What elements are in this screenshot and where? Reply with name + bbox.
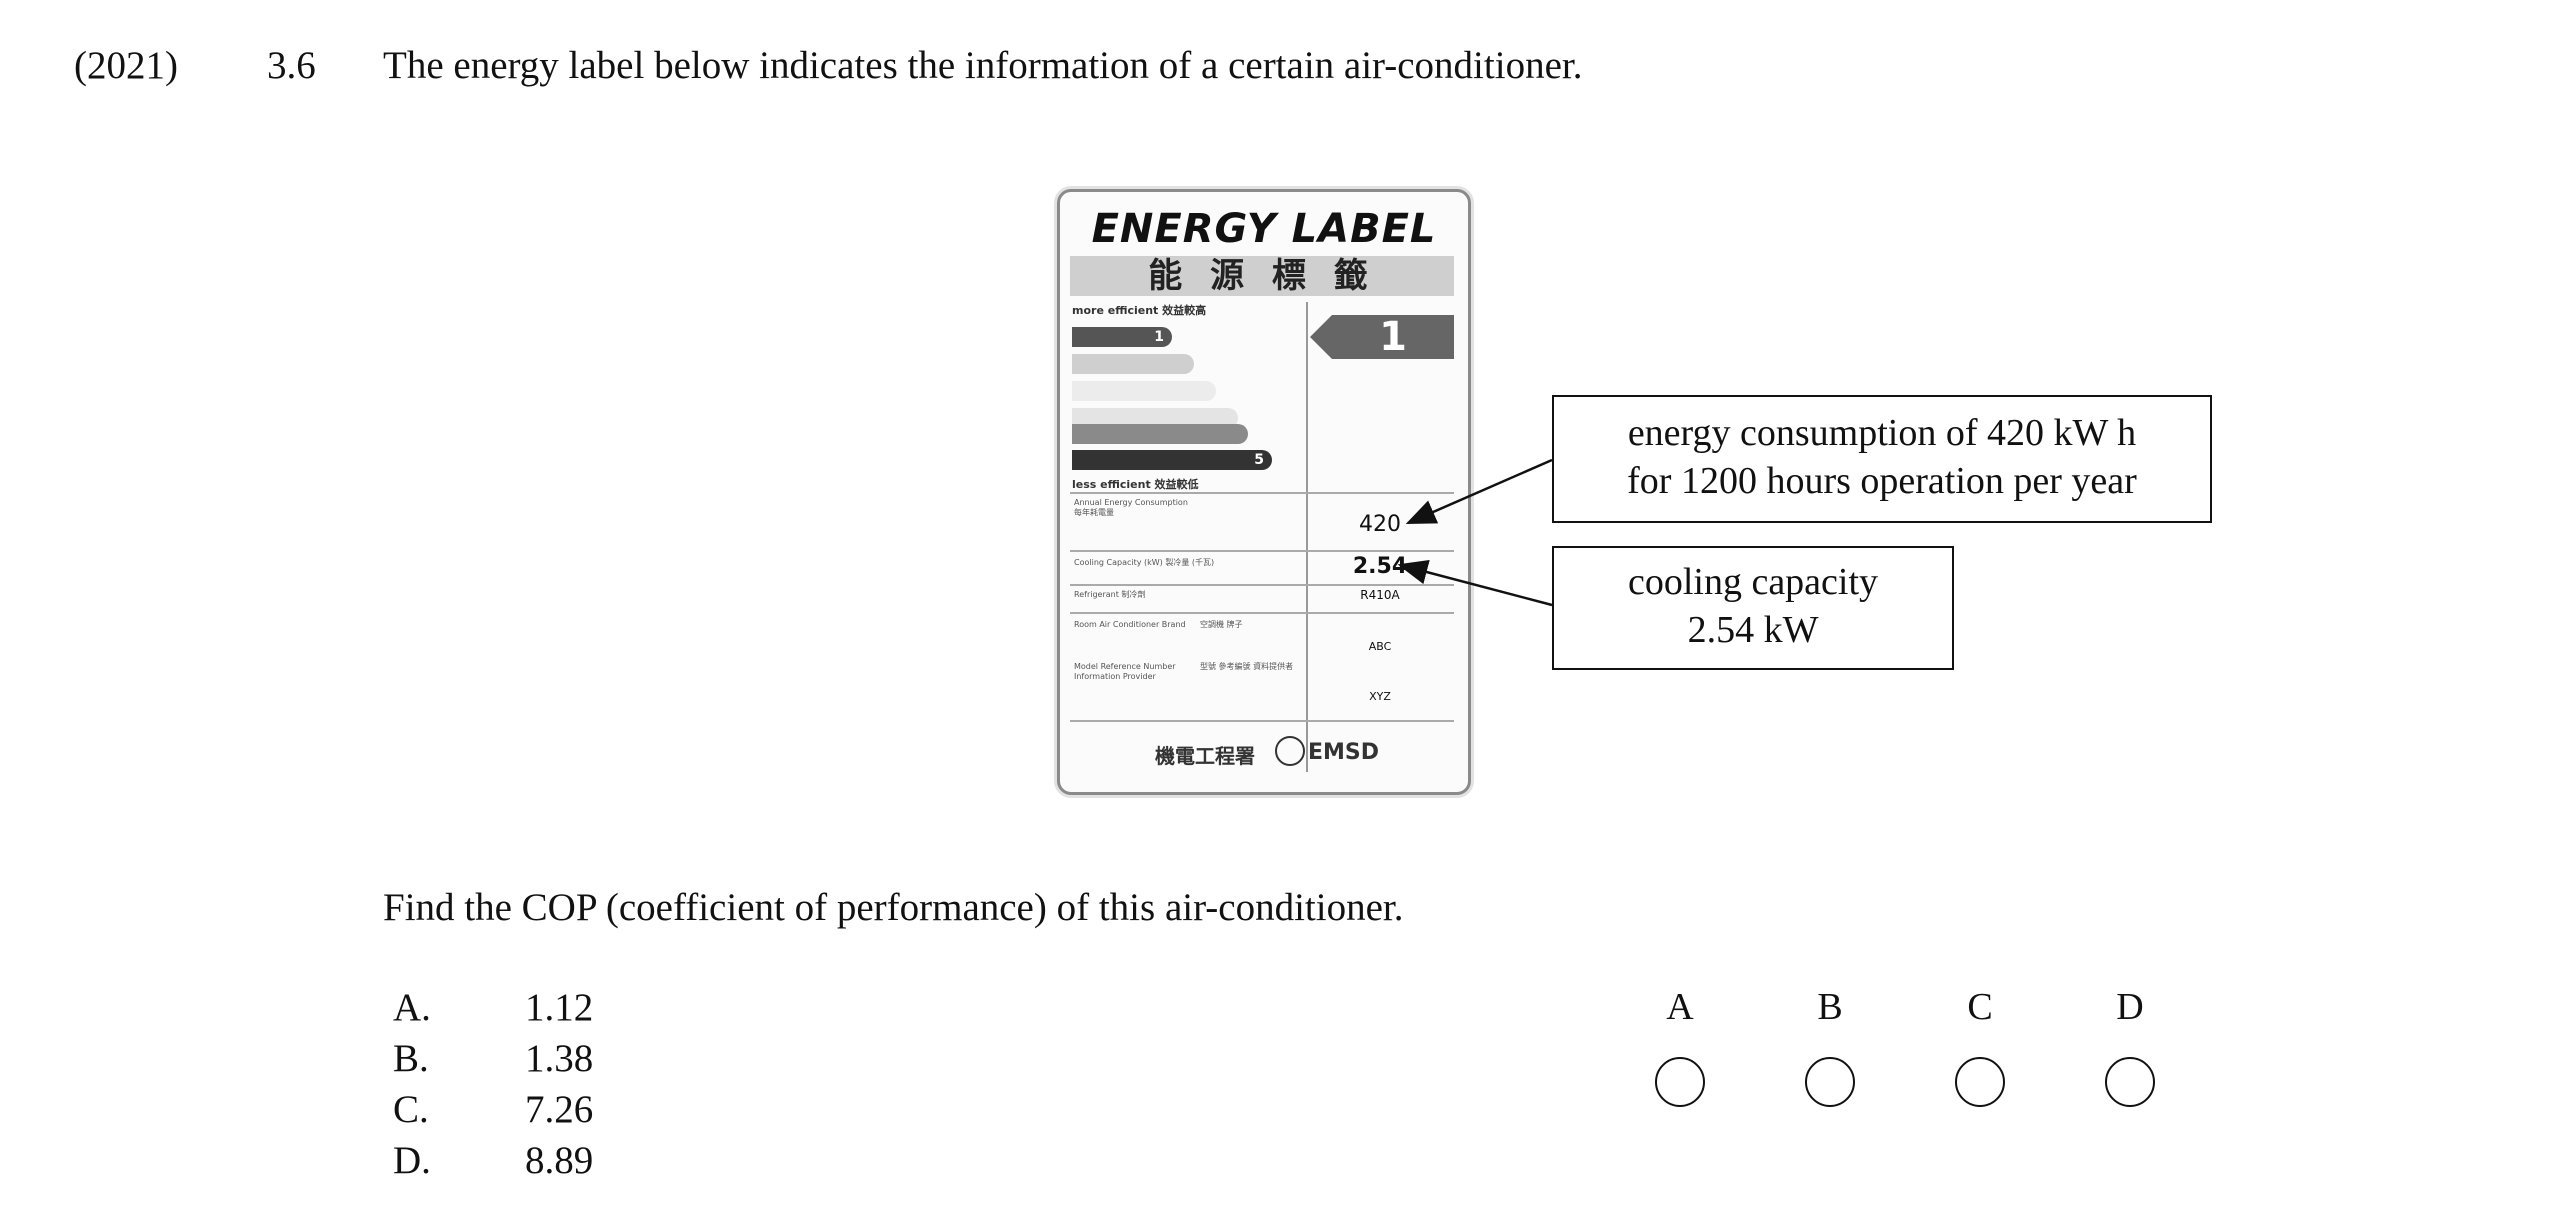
rating-value: 1 [1332,315,1454,359]
row-divider [1070,584,1454,586]
cooling-callout-line2: 2.54 kW [1687,609,1819,651]
label-divider [1306,302,1308,772]
row-divider [1070,492,1454,494]
cooling-capacity-label: Cooling Capacity (kW) 製冷量 (千瓦) [1074,558,1215,567]
model-value: XYZ [1369,690,1391,703]
footer-cn: 機電工程署 [1155,744,1255,768]
row-divider [1070,612,1454,614]
refrigerant-label: Refrigerant 制冷劑 [1074,590,1146,599]
question-prompt: Find the COP (coefficient of performance… [383,886,1404,929]
bubble-letter-d: D [2116,986,2144,1028]
option-c-letter: C. [393,1088,429,1131]
energy-label-title: ENERGY LABEL [1091,206,1437,252]
question-number: 3.6 [267,44,316,87]
option-d-letter: D. [393,1139,431,1182]
question-stem: The energy label below indicates the inf… [383,44,1583,87]
annual-energy-label: Annual Energy Consumption 每年耗電量 [1074,498,1188,517]
grade-bar-1: 1 [1072,327,1172,347]
grade-bar-5: 5 [1072,450,1272,470]
option-c-value: 7.26 [525,1088,594,1131]
option-d-value: 8.89 [525,1139,594,1182]
brand-value: ABC [1368,640,1392,653]
answer-bubble-a[interactable] [1655,1057,1705,1107]
option-b-value: 1.38 [525,1037,594,1080]
question-year: (2021) [74,44,178,87]
model-label: Model Reference Number Information Provi… [1074,662,1176,681]
energy-label-title-cn: 能 源 標 籤 [1070,256,1454,296]
row-divider [1070,550,1454,552]
energy-consumption-callout: energy consumption of 420 kW h for 1200 … [1552,395,2212,523]
grade-bar-4 [1072,408,1238,428]
brand-label-cn: 空調機 牌子 [1200,620,1243,629]
answer-bubble-c[interactable] [1955,1057,2005,1107]
answer-bubble-b[interactable] [1805,1057,1855,1107]
brand-label: Room Air Conditioner Brand [1074,620,1186,629]
energy-callout-line2: for 1200 hours operation per year [1627,460,2137,502]
option-a-letter: A. [393,986,431,1029]
model-label-cn: 型號 參考編號 資料提供者 [1200,662,1294,671]
energy-label: ENERGY LABEL 能 源 標 籤 more efficient 效益較高… [1057,189,1471,795]
answer-bubble-d[interactable] [2105,1057,2155,1107]
row-divider [1070,720,1454,722]
bubble-letter-b: B [1817,986,1843,1028]
energy-callout-line1: energy consumption of 420 kW h [1627,412,2137,454]
annual-energy-value: 420 [1359,512,1401,537]
cooling-callout-line1: cooling capacity [1627,561,1879,603]
bubble-letter-c: C [1967,986,1993,1028]
grade-bar-2 [1072,354,1194,374]
rating-arrow-icon [1310,315,1332,359]
more-efficient-label: more efficient 效益較高 [1072,304,1207,317]
grade-bar-4b [1072,424,1248,444]
cooling-arrow [1397,559,1553,607]
cooling-capacity-callout: cooling capacity 2.54 kW [1552,546,1954,670]
option-a-value: 1.12 [525,986,594,1029]
energy-arrow [1405,458,1553,525]
refrigerant-value: R410A [1360,588,1400,602]
less-efficient-label: less efficient 效益較低 [1072,478,1199,491]
bubble-letter-a: A [1666,986,1694,1028]
footer-emsd: EMSD [1308,740,1380,765]
emsd-logo-icon [1275,736,1305,766]
grade-bar-3 [1072,381,1216,401]
option-b-letter: B. [393,1037,429,1080]
